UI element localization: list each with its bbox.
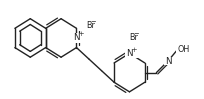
Text: N: N [126, 49, 132, 58]
Text: −: − [90, 19, 95, 25]
Text: N: N [164, 57, 170, 66]
FancyBboxPatch shape [82, 21, 99, 29]
FancyBboxPatch shape [123, 33, 140, 42]
Text: +: + [131, 47, 136, 52]
Text: Br: Br [86, 21, 94, 30]
Text: +: + [78, 31, 84, 37]
Text: OH: OH [177, 45, 189, 54]
FancyBboxPatch shape [72, 33, 86, 43]
Text: −: − [133, 31, 138, 37]
FancyBboxPatch shape [175, 46, 192, 53]
Text: Br: Br [129, 33, 138, 42]
Text: N: N [73, 33, 79, 42]
FancyBboxPatch shape [124, 49, 137, 58]
FancyBboxPatch shape [163, 57, 171, 65]
